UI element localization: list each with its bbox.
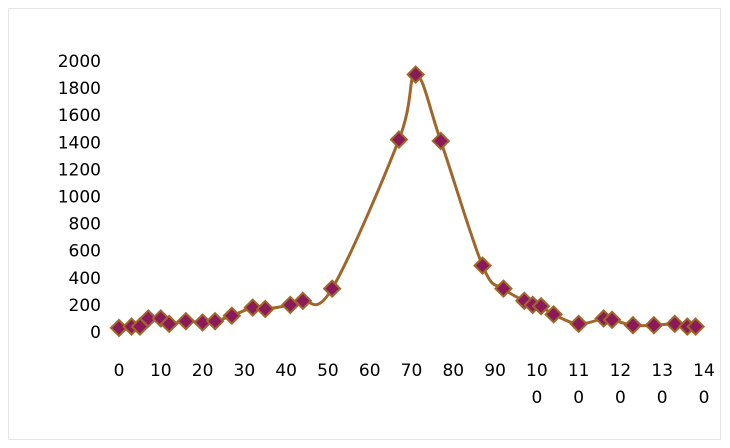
data-point-marker xyxy=(569,314,589,334)
data-point-marker xyxy=(176,311,196,331)
data-point-marker xyxy=(389,130,409,150)
series-line xyxy=(118,73,696,330)
y-tick-label: 2000 xyxy=(58,52,101,72)
y-tick-label: 800 xyxy=(69,215,101,235)
x-tick-label: 13 0 xyxy=(651,361,673,408)
y-tick-label: 1000 xyxy=(58,188,101,208)
data-point-marker xyxy=(322,279,342,299)
data-point-marker xyxy=(602,310,622,330)
data-point-marker xyxy=(431,131,451,151)
x-tick-label: 50 xyxy=(317,361,339,381)
x-tick-label: 30 xyxy=(234,361,256,381)
data-point-marker xyxy=(531,296,551,316)
data-point-marker xyxy=(243,298,263,318)
x-tick-label: 14 0 xyxy=(693,361,715,408)
data-point-marker xyxy=(623,315,643,335)
y-tick-label: 1800 xyxy=(58,79,101,99)
data-point-marker xyxy=(406,65,426,84)
data-point-marker xyxy=(205,311,225,331)
x-tick-label: 90 xyxy=(484,361,506,381)
data-point-marker xyxy=(686,317,706,336)
x-tick-label: 0 xyxy=(114,361,125,381)
x-tick-label: 40 xyxy=(275,361,297,381)
y-tick-label: 400 xyxy=(69,269,101,289)
x-tick-label: 12 0 xyxy=(610,361,632,408)
x-tick-label: 10 xyxy=(150,361,172,381)
data-point-marker xyxy=(665,314,685,334)
data-point-marker xyxy=(293,291,313,311)
x-tick-label: 11 0 xyxy=(568,361,590,408)
x-tick-label: 80 xyxy=(442,361,464,381)
x-tick-label: 10 0 xyxy=(526,361,548,408)
data-point-marker xyxy=(159,314,179,334)
x-tick-label: 20 xyxy=(192,361,214,381)
data-point-marker xyxy=(138,309,158,328)
data-point-marker xyxy=(255,299,275,319)
x-tick-label: 60 xyxy=(359,361,381,381)
y-tick-label: 0 xyxy=(90,323,101,343)
y-tick-label: 600 xyxy=(69,242,101,262)
y-tick-label: 1200 xyxy=(58,160,101,180)
data-point-marker xyxy=(494,279,513,299)
data-point-marker xyxy=(222,306,242,326)
y-tick-label: 200 xyxy=(69,296,101,316)
data-point-marker xyxy=(151,309,171,328)
y-tick-label: 1600 xyxy=(58,106,101,126)
data-point-marker xyxy=(644,315,664,335)
y-tick-label: 1400 xyxy=(58,133,101,153)
x-tick-label: 70 xyxy=(401,361,423,381)
data-point-marker xyxy=(544,304,563,324)
data-point-marker xyxy=(473,256,492,276)
